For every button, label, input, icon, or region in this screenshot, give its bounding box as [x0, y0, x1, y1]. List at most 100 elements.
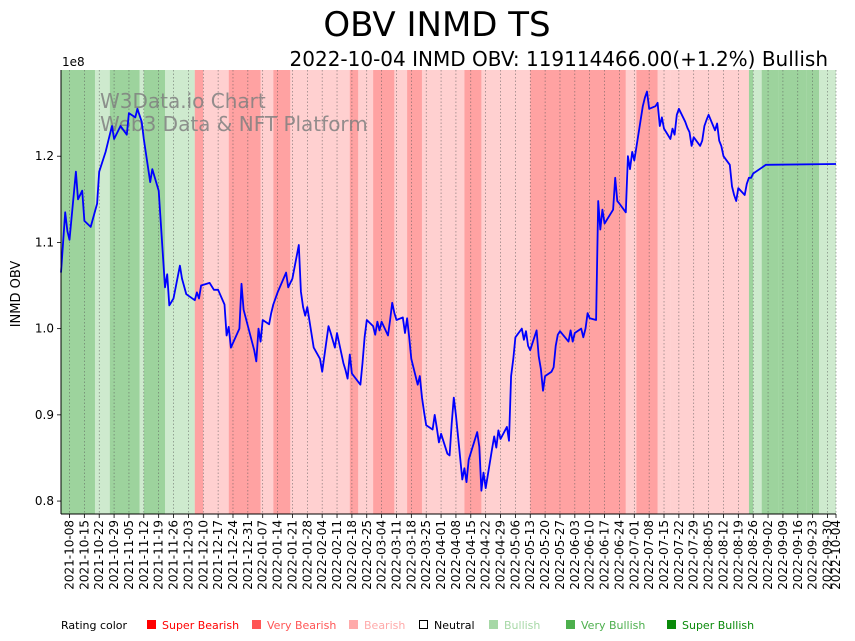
- rating-band: [636, 70, 658, 514]
- x-tick-label: 2022-05-06: [508, 520, 522, 590]
- x-tick-label: 2021-12-10: [196, 520, 210, 590]
- rating-band: [407, 70, 422, 514]
- x-tick-label: 2022-05-27: [553, 520, 567, 590]
- rating-band: [358, 70, 374, 514]
- x-tick-label: 2022-01-21: [285, 520, 299, 590]
- rating-band: [61, 70, 95, 514]
- legend-swatch: [489, 620, 498, 629]
- x-tick-label: 2021-12-24: [226, 520, 240, 590]
- rating-band: [260, 70, 274, 514]
- x-tick-label: 2022-05-13: [523, 520, 537, 590]
- legend-label: Neutral: [434, 619, 475, 632]
- rating-bands: [61, 70, 836, 514]
- rating-band: [421, 70, 465, 514]
- x-tick-label: 2022-05-20: [538, 520, 552, 590]
- x-tick-label: 2022-04-29: [494, 520, 508, 590]
- y-tick-label: 0.8: [35, 494, 54, 508]
- y-tick-label: 0.9: [35, 408, 54, 422]
- rating-band: [748, 70, 754, 514]
- x-tick-label: 2022-07-22: [672, 520, 686, 590]
- x-tick-label: 2022-04-15: [464, 520, 478, 590]
- x-tick-label: 2022-03-11: [389, 520, 403, 590]
- rating-band: [203, 70, 229, 514]
- legend-swatch: [252, 620, 261, 629]
- rating-band: [349, 70, 359, 514]
- x-tick-label: 2022-02-18: [345, 520, 359, 590]
- x-tick-label: 2022-10-04: [829, 520, 843, 590]
- x-tick-label: 2022-06-03: [568, 520, 582, 590]
- legend-swatch: [147, 620, 156, 629]
- x-tick-label: 2022-06-17: [598, 520, 612, 590]
- x-tick-label: 2021-12-17: [211, 520, 225, 590]
- series-layer: [60, 90, 837, 492]
- x-tick-label: 2022-04-01: [434, 520, 448, 590]
- x-tick-label: 2021-10-22: [92, 520, 106, 590]
- rating-band: [530, 70, 626, 514]
- axes: 2021-10-08 2021-10-15 2021-10-22 2021-10-29…: [35, 70, 843, 590]
- x-tick-label: 2021-10-29: [107, 520, 121, 590]
- rating-band: [109, 70, 140, 514]
- rating-band: [753, 70, 762, 514]
- x-tick-label: 2022-09-09: [776, 520, 790, 590]
- x-tick-label: 2022-09-23: [806, 520, 820, 590]
- rating-legend: Rating color Super Bearish Very Bearish Bea…: [61, 619, 754, 632]
- x-tick-label: 2022-03-18: [404, 520, 418, 590]
- rating-band: [625, 70, 637, 514]
- rating-band: [373, 70, 395, 514]
- vertical-gridlines: [69, 70, 837, 514]
- x-tick-label: 2022-02-04: [315, 520, 329, 590]
- legend-label: Very Bearish: [267, 619, 336, 632]
- x-tick-label: 2021-12-31: [241, 520, 255, 590]
- x-tick-label: 2022-06-10: [583, 520, 597, 590]
- rating-band: [165, 70, 195, 514]
- x-tick-label: 2022-07-08: [642, 520, 656, 590]
- rating-band: [307, 70, 350, 514]
- x-tick-label: 2021-10-08: [62, 520, 76, 590]
- x-tick-label: 2022-07-01: [627, 520, 641, 590]
- legend-swatch: [349, 620, 358, 629]
- x-tick-label: 2021-12-03: [181, 520, 195, 590]
- rating-band: [139, 70, 144, 514]
- obv-series-line: [60, 90, 837, 492]
- x-tick-label: 2022-06-24: [612, 520, 626, 590]
- watermark-line-2: Web3 Data & NFT Platform: [100, 112, 368, 136]
- x-tick-label: 2022-08-12: [716, 520, 730, 590]
- x-tick-label: 2022-03-04: [375, 520, 389, 590]
- legend-label: Bullish: [504, 619, 540, 632]
- rating-band: [194, 70, 204, 514]
- legend-swatch: [419, 620, 428, 629]
- x-tick-label: 2021-11-19: [152, 520, 166, 590]
- y-tick-label: 1.1: [35, 235, 54, 249]
- x-tick-label: 2022-09-30: [821, 520, 835, 590]
- legend-label: Super Bearish: [162, 619, 239, 632]
- x-tick-label: 2022-08-19: [731, 520, 745, 590]
- rating-band: [143, 70, 166, 514]
- x-tick-label: 2022-02-25: [360, 520, 374, 590]
- chart-subtitle: 2022-10-04 INMD OBV: 119114466.00(+1.2%)…: [290, 47, 828, 71]
- x-tick-label: 2022-01-07: [256, 520, 270, 590]
- x-tick-label: 2022-07-15: [657, 520, 671, 590]
- x-tick-label: 2022-04-08: [449, 520, 463, 590]
- y-exponent-label: 1e8: [62, 55, 85, 69]
- y-tick-label: 1.2: [35, 149, 54, 163]
- legend-label: Very Bullish: [581, 619, 645, 632]
- y-tick-label: 1.0: [35, 322, 54, 336]
- rating-band: [778, 70, 807, 514]
- legend-swatch: [566, 620, 575, 629]
- x-tick-label: 2021-11-05: [122, 520, 136, 590]
- rating-band: [394, 70, 408, 514]
- rating-band: [94, 70, 110, 514]
- x-tick-label: 2022-01-14: [271, 520, 285, 590]
- rating-band: [228, 70, 261, 514]
- rating-band: [273, 70, 291, 514]
- rating-band: [464, 70, 482, 514]
- legend-swatch: [667, 620, 676, 629]
- rating-band: [290, 70, 308, 514]
- x-tick-label: 2022-08-26: [746, 520, 760, 590]
- watermark-line-1: W3Data.io Chart: [100, 89, 266, 113]
- x-tick-label: 2022-03-25: [419, 520, 433, 590]
- x-tick-label: 2021-11-12: [137, 520, 151, 590]
- x-tick-label: 2022-01-28: [300, 520, 314, 590]
- x-tick-label: 2022-04-22: [479, 520, 493, 590]
- x-tick-label: 2022-08-05: [702, 520, 716, 590]
